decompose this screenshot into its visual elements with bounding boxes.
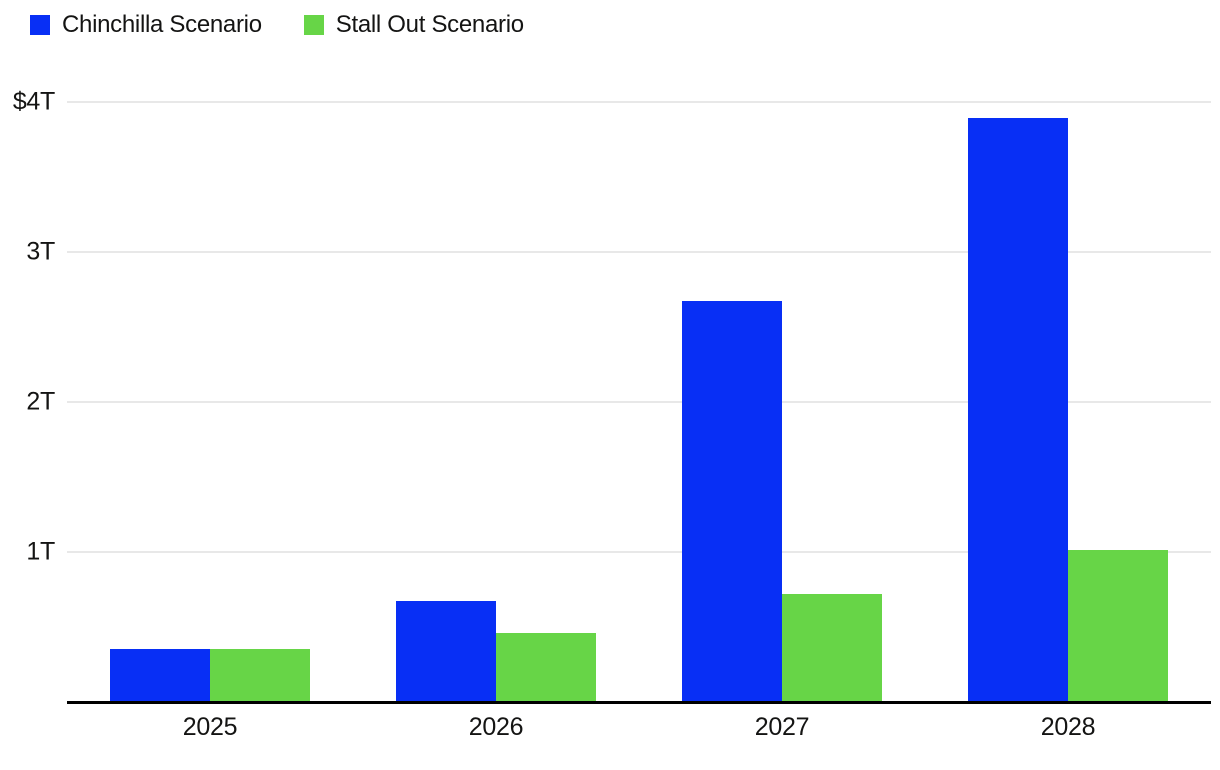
gridline-3t	[67, 251, 1211, 253]
y-axis-tick-label: 3T	[26, 237, 55, 266]
x-axis-tick-label: 2028	[1040, 713, 1096, 741]
gridline-1t	[67, 551, 1211, 553]
x-axis-tick-label: 2025	[182, 713, 238, 741]
legend-label-stall-out-scenario: Stall Out Scenario	[335, 11, 524, 38]
x-axis-line	[67, 701, 1211, 704]
x-axis-tick-label: 2026	[468, 713, 524, 741]
bar-chinchilla-scenario-2025	[110, 649, 210, 702]
bar-stall-out-scenario-2025	[210, 649, 310, 702]
bar-stall-out-scenario-2028	[1068, 550, 1168, 702]
legend-swatch-blue	[30, 15, 50, 35]
legend-swatch-green	[303, 15, 324, 35]
legend-label-chinchilla-scenario: Chinchilla Scenario	[62, 11, 262, 38]
bar-chinchilla-scenario-2028	[968, 118, 1068, 702]
bar-chinchilla-scenario-2027	[682, 301, 782, 702]
gridline-4t	[67, 101, 1211, 103]
legend-item-stall-out-scenario: Stall Out Scenario	[303, 11, 524, 39]
bar-stall-out-scenario-2026	[496, 633, 596, 702]
x-axis-tick-label: 2027	[754, 713, 810, 741]
bar-chinchilla-scenario-2026	[396, 601, 496, 702]
gridline-2t	[67, 401, 1211, 403]
y-axis-tick-label: $4T	[12, 87, 55, 116]
y-axis-tick-label: 2T	[26, 387, 55, 416]
bar-stall-out-scenario-2027	[782, 594, 882, 702]
legend-item-chinchilla-scenario: Chinchilla Scenario	[30, 11, 262, 39]
y-axis-tick-label: 1T	[26, 537, 55, 566]
chart-legend: Chinchilla Scenario Stall Out Scenario	[30, 11, 524, 39]
